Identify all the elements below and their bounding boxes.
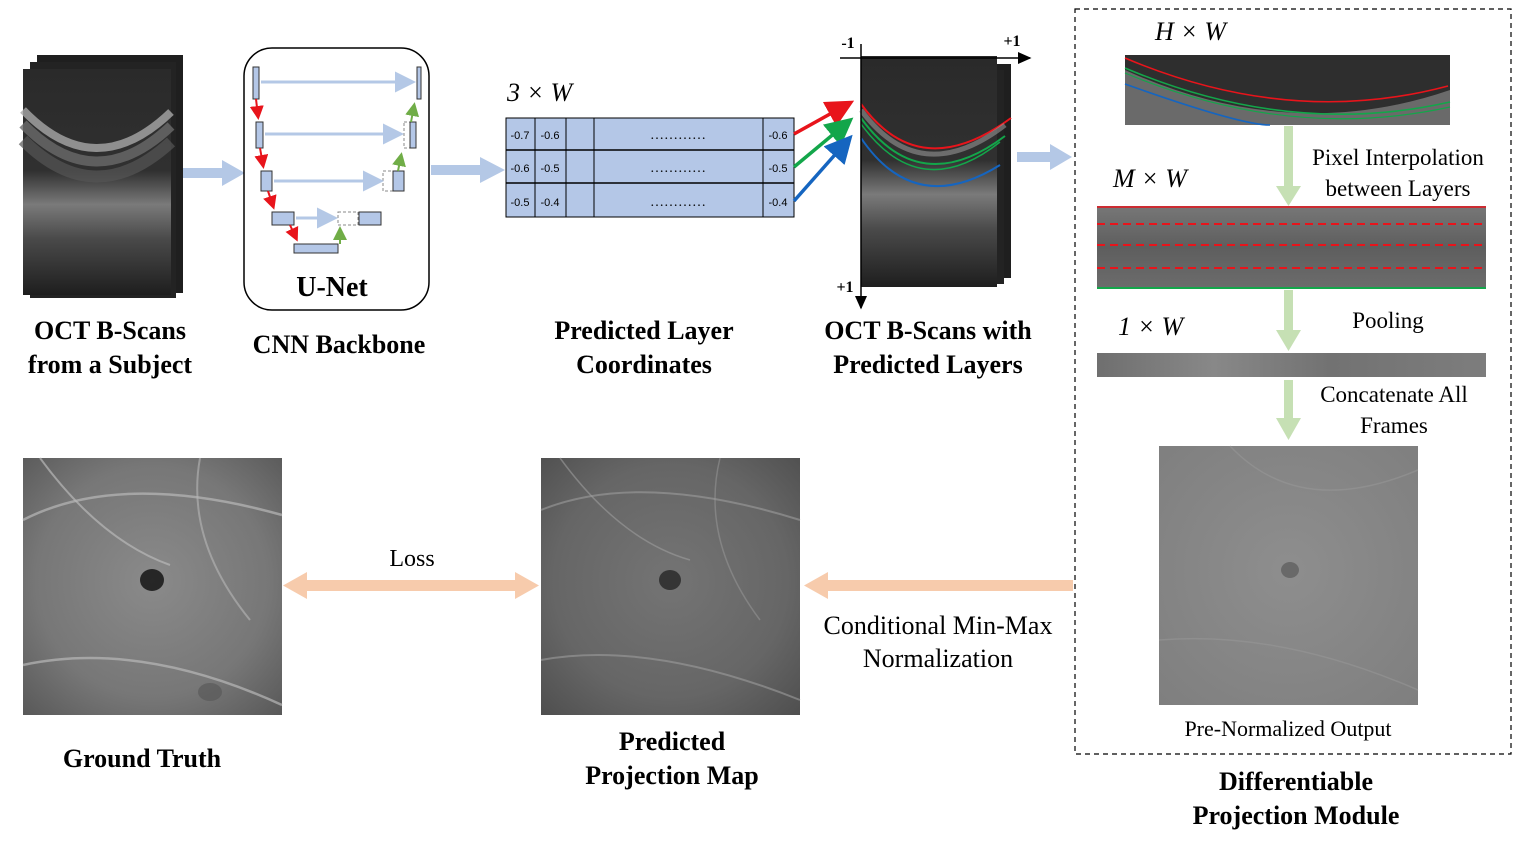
concat-label-1: Concatenate All bbox=[1320, 382, 1468, 407]
flow-arrow-2 bbox=[431, 157, 505, 183]
ground-truth-label: Ground Truth bbox=[63, 744, 222, 773]
oct-input-stack bbox=[18, 55, 183, 298]
oct-input-label-1: OCT B-Scans bbox=[34, 316, 186, 345]
coord-cell-1-c1: -0.7 bbox=[511, 130, 530, 142]
normalization-arrow bbox=[804, 572, 1073, 599]
pre-normalized-image bbox=[1158, 445, 1419, 705]
coordinate-table bbox=[505, 117, 795, 218]
coord-dots-2: ………… bbox=[650, 161, 706, 176]
unet-title: U-Net bbox=[296, 272, 368, 303]
concat-arrow bbox=[1276, 380, 1301, 440]
mw-strip-image bbox=[1097, 206, 1486, 289]
coord-cell-2-c1: -0.6 bbox=[511, 163, 530, 175]
predicted-coords-label-1: Predicted Layer bbox=[554, 316, 733, 345]
coord-dots-1: ………… bbox=[650, 128, 706, 143]
module-label-2: Projection Module bbox=[1193, 801, 1400, 830]
oct-input-label-2: from a Subject bbox=[28, 350, 193, 379]
flow-arrow-3 bbox=[1017, 144, 1072, 170]
dim-hw: H × W bbox=[1154, 17, 1228, 46]
normalization-label-2: Normalization bbox=[863, 644, 1013, 673]
coordinate-table-values: -0.7 -0.6 -0.6 ………… -0.6 -0.5 -0.5 ………… -0.5 -0.4… bbox=[511, 128, 788, 210]
normalization-label-1: Conditional Min-Max bbox=[824, 611, 1053, 640]
coord-cell-3-c1: -0.5 bbox=[511, 197, 530, 209]
predicted-coords-label-2: Coordinates bbox=[576, 350, 712, 379]
dim-mw: M × W bbox=[1112, 164, 1189, 193]
hw-scan-image bbox=[1124, 55, 1451, 126]
coord-cell-1-last: -0.6 bbox=[769, 130, 788, 142]
oct-predicted-stack bbox=[840, 44, 1032, 310]
coord-cell-2-c2: -0.5 bbox=[541, 163, 560, 175]
loss-label: Loss bbox=[389, 546, 434, 572]
predicted-map-label-1: Predicted bbox=[619, 727, 726, 756]
dim-onew: 1 × W bbox=[1118, 312, 1186, 341]
layer-arrows bbox=[792, 100, 855, 203]
axis-x-min: -1 bbox=[841, 35, 854, 52]
pre-normalized-label: Pre-Normalized Output bbox=[1184, 716, 1391, 741]
oct-pred-label-1: OCT B-Scans with bbox=[824, 316, 1032, 345]
pooling-label: Pooling bbox=[1352, 308, 1424, 333]
predicted-map-label-2: Projection Map bbox=[585, 761, 759, 790]
ground-truth-image bbox=[22, 457, 283, 715]
predicted-projection-image bbox=[540, 457, 801, 715]
unet-box bbox=[243, 47, 430, 311]
coord-cell-3-last: -0.4 bbox=[769, 197, 788, 209]
axis-y-max: +1 bbox=[836, 279, 853, 296]
projection-module-box bbox=[1074, 8, 1512, 755]
coord-cell-3-c2: -0.4 bbox=[541, 197, 560, 209]
cnn-backbone-label: CNN Backbone bbox=[253, 330, 426, 359]
pixel-interp-label-1: Pixel Interpolation bbox=[1312, 145, 1484, 170]
interp-arrow bbox=[1276, 126, 1301, 206]
pixel-interp-label-2: between Layers bbox=[1326, 176, 1471, 201]
flow-arrow-1 bbox=[183, 160, 245, 186]
coord-dots-3: ………… bbox=[650, 195, 706, 210]
concat-label-2: Frames bbox=[1360, 413, 1428, 438]
oct-pred-label-2: Predicted Layers bbox=[833, 350, 1022, 379]
loss-arrow bbox=[283, 572, 539, 599]
coord-cell-2-last: -0.5 bbox=[769, 163, 788, 175]
pooling-arrow bbox=[1276, 290, 1301, 351]
dim-coords: 3 × W bbox=[506, 78, 575, 107]
coord-cell-1-c2: -0.6 bbox=[541, 130, 560, 142]
pooled-row-image bbox=[1097, 353, 1486, 377]
axis-x-max: +1 bbox=[1003, 33, 1020, 50]
module-label-1: Differentiable bbox=[1219, 767, 1373, 796]
